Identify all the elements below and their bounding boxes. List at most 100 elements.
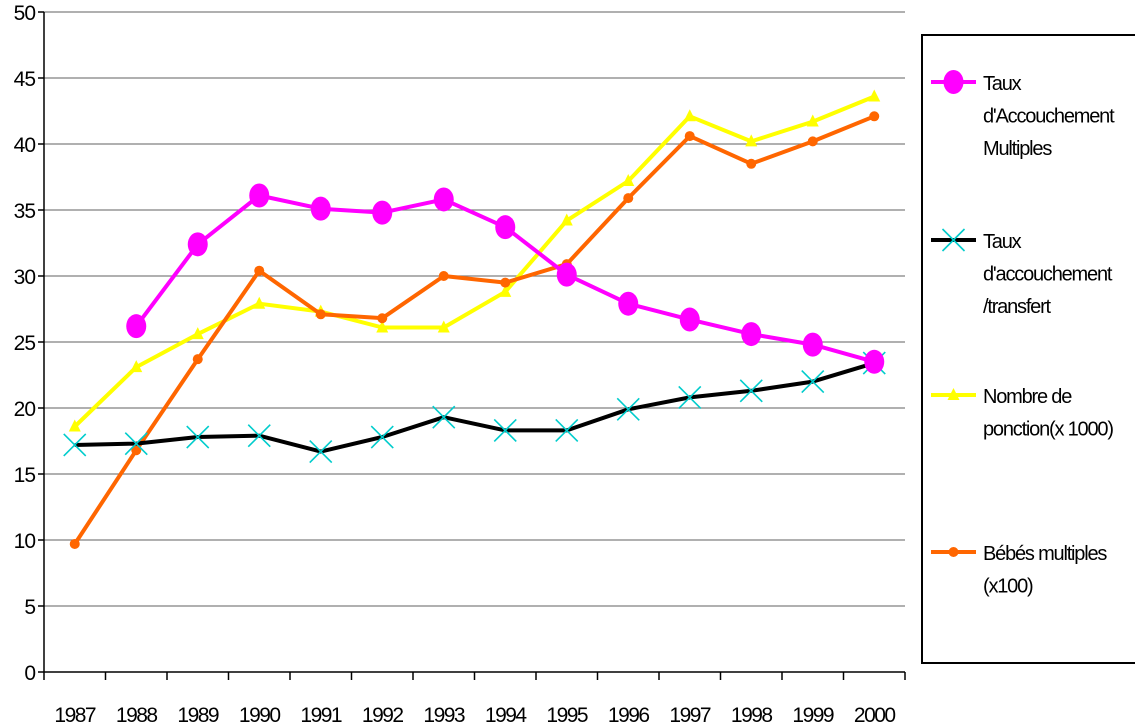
x-marker-legend [941, 228, 966, 252]
dot-marker [807, 136, 818, 147]
legend-label: d'accouchement [983, 264, 1113, 286]
y-tick-label: 15 [14, 464, 36, 487]
x-tick-label: 1998 [731, 704, 773, 727]
x-tick-label: 1992 [362, 704, 404, 727]
x-tick-label: 2000 [854, 704, 896, 727]
circle-large-marker [187, 232, 208, 257]
series-3 [69, 111, 880, 549]
x-marker [186, 425, 210, 449]
series-line [74, 361, 875, 454]
x-marker [124, 432, 148, 456]
y-tick-labels: 0 5 10 15 20 25 30 35 40 45 50 [14, 2, 37, 685]
legend-label: Nombre de [983, 386, 1072, 408]
legend: Taux d'Accouchement Multiples Taux d'accouch… [921, 34, 1135, 664]
circle-large-marker [864, 349, 885, 374]
circle-large-marker [618, 291, 639, 316]
x-tick-labels: 1987 1988 1989 1990 1991 1992 1993 1994 1995 1996… [54, 704, 897, 727]
legend-label: Taux [983, 231, 1022, 253]
circle-large-marker [433, 187, 454, 212]
circle-large-marker [741, 322, 762, 347]
dot-marker [684, 131, 695, 142]
triangle-marker [622, 173, 635, 186]
legend-box [921, 34, 1135, 664]
series-0 [126, 183, 885, 374]
x-tick-label: 1996 [608, 704, 650, 727]
x-tick-label: 1999 [792, 704, 834, 727]
dot-marker [377, 313, 388, 324]
x-marker [309, 439, 333, 464]
x-tick-label: 1994 [485, 704, 528, 727]
x-tick-label: 1995 [546, 704, 588, 727]
x-marker [247, 424, 271, 448]
legend-label: Taux [983, 73, 1022, 95]
circle-large-marker [249, 183, 270, 208]
x-tick-label: 1988 [116, 704, 158, 727]
y-tick-label: 50 [14, 2, 36, 25]
x-tick-label: 1991 [300, 704, 342, 727]
triangle-marker [745, 134, 758, 147]
axes [38, 11, 906, 680]
x-marker [801, 370, 825, 394]
circle-large-marker [372, 200, 393, 225]
x-tick-label: 1997 [669, 704, 711, 727]
dot-marker [69, 538, 80, 549]
triangle-marker [683, 109, 696, 122]
dot-marker [869, 111, 880, 122]
x-marker [432, 405, 456, 429]
triangle-marker [130, 360, 143, 373]
legend-label: Bébés multiples [983, 543, 1107, 565]
x-marker [678, 385, 702, 410]
triangle-marker [191, 327, 204, 340]
circle-large-marker [802, 332, 823, 357]
x-marker [370, 425, 394, 449]
circle-large-marker-legend [943, 70, 964, 94]
y-tick-label: 35 [14, 200, 36, 223]
circle-large-marker [495, 215, 516, 240]
x-marker [63, 433, 87, 457]
y-tick-label: 10 [14, 530, 36, 553]
legend-item-1: Taux d'accouchement/transfert [931, 228, 1114, 318]
triangle-marker [253, 296, 266, 309]
y-tick-label: 25 [14, 332, 36, 355]
legend-label: ponction(x 1000) [983, 419, 1113, 441]
legend-item-0: Taux d'Accouchement Multiples [931, 70, 1116, 160]
y-tick-label: 30 [14, 266, 36, 289]
x-tick-label: 1987 [54, 704, 96, 727]
circle-large-marker [679, 307, 700, 332]
dot-marker [192, 354, 203, 365]
x-marker [493, 418, 517, 443]
legend-item-3: Bébés multiples (x100) [931, 543, 1109, 598]
dot-marker [438, 271, 449, 281]
dot-marker [315, 309, 326, 320]
legend-label: (x100) [983, 576, 1033, 598]
triangle-marker [806, 114, 819, 127]
legend-label: Multiples [983, 138, 1052, 160]
series-1 [63, 351, 886, 464]
series-line [73, 94, 876, 428]
series-line [73, 114, 876, 546]
x-tick-label: 1989 [177, 704, 219, 727]
legend-item-2: Nombre de ponction(x 1000) [931, 386, 1115, 441]
dot-marker [623, 193, 634, 204]
series-2 [68, 89, 881, 432]
triangle-marker [868, 89, 881, 102]
triangle-marker [376, 320, 389, 333]
triangle-marker [68, 419, 81, 432]
triangle-marker-legend [947, 388, 960, 400]
y-tick-label: 5 [24, 596, 35, 619]
x-marker [739, 379, 763, 403]
dot-marker [500, 277, 511, 288]
y-tick-label: 45 [14, 68, 36, 91]
circle-large-marker [310, 196, 331, 221]
gridlines [44, 11, 905, 607]
x-marker [616, 397, 640, 421]
dot-marker-legend [948, 547, 959, 557]
triangle-marker [560, 213, 573, 226]
y-tick-label: 20 [14, 398, 36, 421]
dot-marker [131, 445, 142, 456]
y-tick-label: 40 [14, 134, 36, 157]
triangle-marker [499, 284, 512, 297]
dot-marker [746, 158, 757, 169]
x-marker [555, 418, 579, 443]
